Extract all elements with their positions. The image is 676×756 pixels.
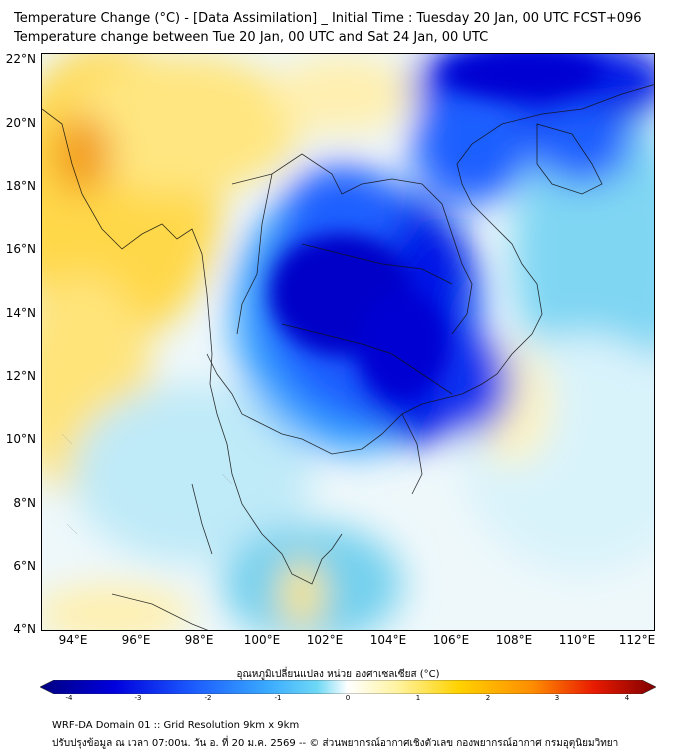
lat-label: 8°N (13, 496, 36, 510)
lat-label: 10°N (5, 432, 36, 446)
colorbar-tick-label: 1 (415, 694, 421, 702)
lat-label: 22°N (5, 52, 36, 66)
colorbar-tick-label: 4 (624, 694, 630, 702)
colorbar-tick-label: -2 (204, 694, 212, 702)
lon-label: 110°E (558, 633, 596, 647)
lon-label: 102°E (306, 633, 344, 647)
lat-label: 12°N (5, 369, 36, 383)
lon-label: 98°E (184, 633, 214, 647)
temperature-field-map (42, 54, 654, 630)
colorbar (40, 680, 656, 694)
lat-label: 6°N (13, 559, 36, 573)
footer-model-info: WRF-DA Domain 01 :: Grid Resolution 9km … (52, 720, 300, 731)
map-area[interactable] (41, 53, 655, 631)
footer-credit: ปรับปรุงข้อมูล ณ เวลา 07:00น. วัน อ. ที่… (52, 738, 619, 749)
colorbar-tick-label: -3 (134, 694, 142, 702)
colorbar-tick-label: 3 (554, 694, 560, 702)
chart-subtitle: Temperature change between Tue 20 Jan, 0… (14, 30, 489, 45)
colorbar-tick-label: 0 (345, 694, 351, 702)
lon-label: 108°E (495, 633, 533, 647)
lat-label: 16°N (5, 242, 36, 256)
lon-label: 94°E (58, 633, 88, 647)
lon-label: 106°E (432, 633, 470, 647)
lon-label: 104°E (369, 633, 407, 647)
lon-label: 112°E (618, 633, 656, 647)
colorbar-title: อุณหภูมิเปลี่ยนแปลง หน่วย องศาเซลเซียส (… (236, 669, 440, 680)
lon-label: 96°E (121, 633, 151, 647)
chart-title: Temperature Change (°C) - [Data Assimila… (14, 11, 642, 26)
lat-label: 18°N (5, 179, 36, 193)
colorbar-tick-label: -4 (65, 694, 73, 702)
lon-label: 100°E (243, 633, 281, 647)
lat-label: 14°N (5, 306, 36, 320)
lat-label: 20°N (5, 116, 36, 130)
colorbar-tick-label: -1 (274, 694, 282, 702)
colorbar-tick-label: 2 (485, 694, 491, 702)
lat-label: 4°N (13, 622, 36, 636)
